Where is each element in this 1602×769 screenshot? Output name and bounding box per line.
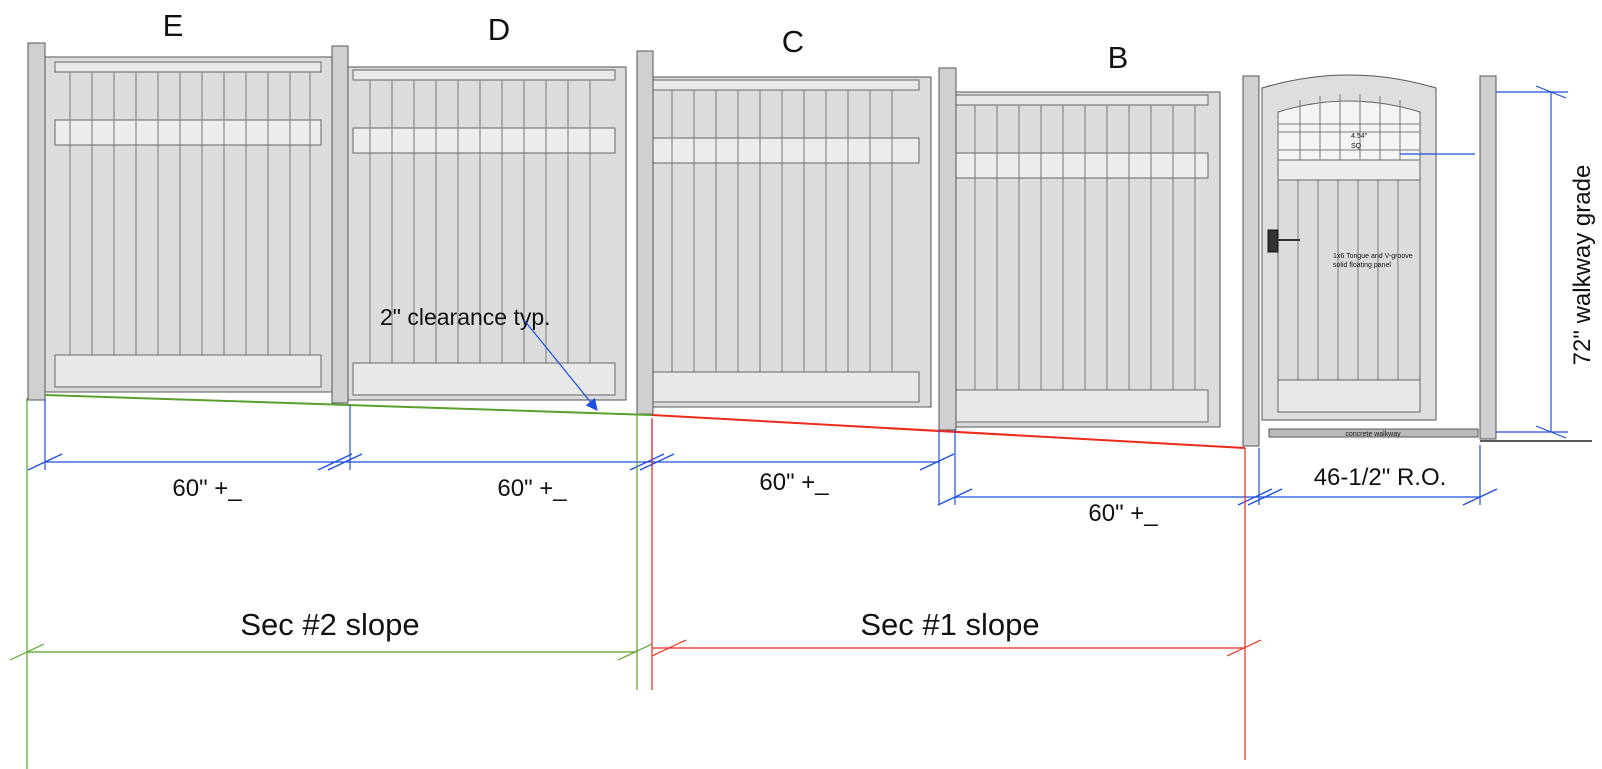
- dim-height-walkway-grade: 72" walkway grade: [1569, 165, 1596, 366]
- panel-label-d: D: [488, 12, 510, 47]
- dim-panel-b: 60" +_: [1088, 500, 1158, 527]
- concrete-walkway: concrete walkway: [1268, 428, 1592, 442]
- post-1: [27, 42, 46, 401]
- dim-panel-c: 60" +_: [759, 469, 829, 496]
- gate-window-size-label: 4.54": [1351, 133, 1368, 140]
- gate: 4.54" SQ 1x6 Tongue and V-groove solid f…: [1261, 74, 1437, 421]
- sec2-slope-label: Sec #2 slope: [240, 607, 419, 642]
- gate-panel-note-line1: 1x6 Tongue and V-groove: [1333, 253, 1413, 260]
- gate-latch-handle: [1267, 229, 1300, 253]
- dim-panel-e: 60" +_: [172, 475, 242, 502]
- panel-label-b: B: [1108, 40, 1129, 75]
- post-4: [938, 67, 957, 431]
- dim-gate-opening: 46-1/2" R.O.: [1314, 464, 1447, 491]
- panel-label-c: C: [782, 24, 804, 59]
- gate-window-size-unit: SQ: [1351, 143, 1362, 150]
- fence-panel-b: [943, 91, 1221, 428]
- post-6: [1479, 75, 1497, 440]
- dimension-lines: [27, 85, 1568, 506]
- post-3: [636, 50, 654, 415]
- gate-panel-note-line2: solid floating panel: [1333, 262, 1391, 269]
- sec2-grade-line: [44, 394, 653, 416]
- fence-panel-c: [640, 76, 932, 408]
- sec1-slope-label: Sec #1 slope: [860, 607, 1039, 642]
- panel-label-e: E: [163, 8, 184, 43]
- post-5: [1242, 75, 1260, 447]
- sec1-slope-dimension: [651, 418, 1262, 760]
- sec2-slope-dimension: [9, 398, 653, 769]
- concrete-walkway-label: concrete walkway: [1345, 431, 1401, 438]
- fence-panel-e: [42, 56, 334, 393]
- clearance-arrow: [523, 319, 598, 411]
- fence-panel-d: [340, 66, 627, 401]
- post-2: [331, 45, 349, 404]
- sec1-grade-line: [651, 414, 1246, 449]
- dim-panel-d: 60" +_: [497, 475, 567, 502]
- clearance-note: 2" clearance typ.: [380, 304, 551, 330]
